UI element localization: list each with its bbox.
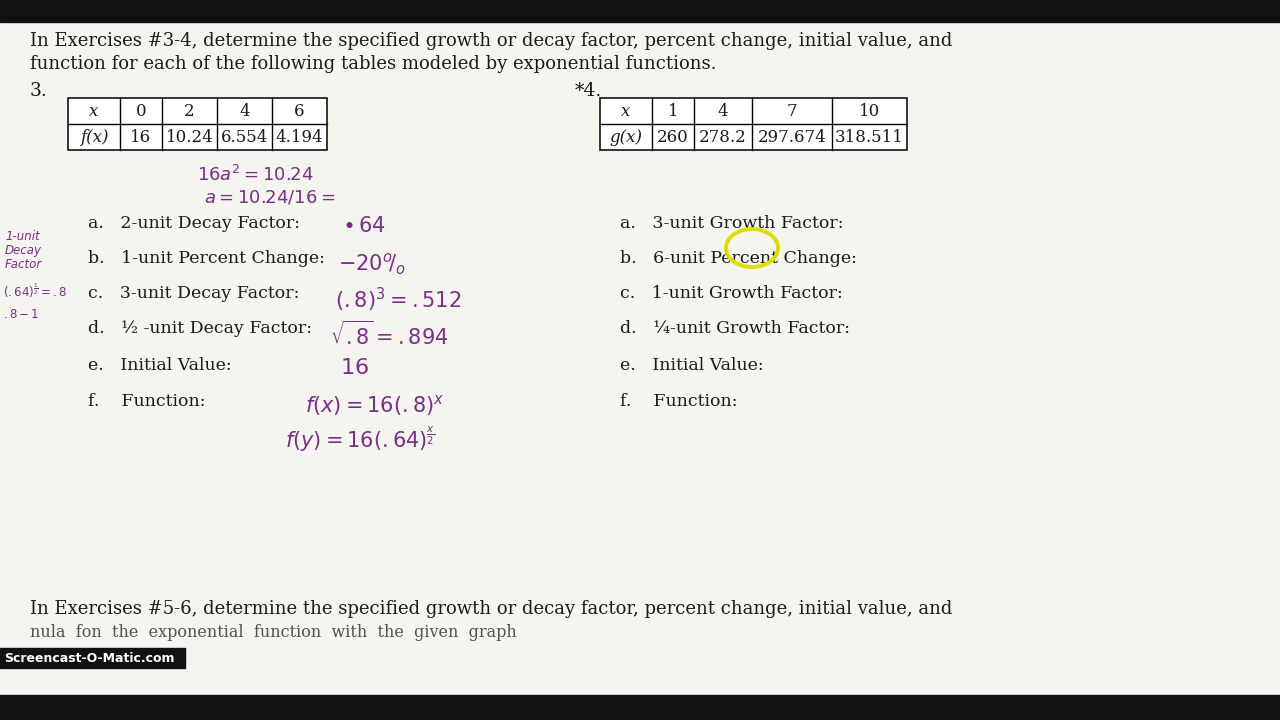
Text: In Exercises #5-6, determine the specified growth or decay factor, percent chang: In Exercises #5-6, determine the specifi… [29, 600, 952, 618]
Text: nula  fon  the  exponential  function  with  the  given  graph: nula fon the exponential function with t… [29, 624, 517, 641]
Text: f.    Function:: f. Function: [620, 393, 737, 410]
Text: e.   Initial Value:: e. Initial Value: [88, 357, 232, 374]
Text: f.    Function:: f. Function: [88, 393, 206, 410]
Bar [600, 98, 908, 150]
Text: 4: 4 [718, 102, 728, 120]
Text: f(x): f(x) [79, 128, 109, 145]
Text: $\bullet\,64$: $\bullet\,64$ [342, 216, 385, 236]
Text: 10.24: 10.24 [165, 128, 214, 145]
Text: 7: 7 [787, 102, 797, 120]
Text: c.   1-unit Growth Factor:: c. 1-unit Growth Factor: [620, 285, 842, 302]
Text: $a = 10.24/16 =$: $a = 10.24/16 =$ [205, 188, 335, 206]
Text: 16: 16 [131, 128, 151, 145]
Text: 297.674: 297.674 [758, 128, 827, 145]
Bar [0, 695, 1280, 720]
Text: 4: 4 [239, 102, 250, 120]
Text: x: x [90, 102, 99, 120]
Text: In Exercises #3-4, determine the specified growth or decay factor, percent chang: In Exercises #3-4, determine the specifi… [29, 32, 952, 50]
Text: 3.: 3. [29, 82, 47, 100]
Text: Screencast-O-Matic.com: Screencast-O-Matic.com [4, 652, 174, 665]
Text: 318.511: 318.511 [835, 128, 904, 145]
Text: $\sqrt{.8} = .894$: $\sqrt{.8} = .894$ [330, 321, 448, 349]
Text: g(x): g(x) [609, 128, 643, 145]
Text: $16a^2=10.24$: $16a^2=10.24$ [197, 165, 314, 185]
Text: x: x [621, 102, 631, 120]
Bar [68, 98, 326, 150]
Text: $(.8)^3 = .512$: $(.8)^3 = .512$ [335, 286, 461, 314]
Text: 10: 10 [859, 102, 881, 120]
Text: $-20^o\!/_o$: $-20^o\!/_o$ [338, 251, 406, 276]
Text: d.   ¼-unit Growth Factor:: d. ¼-unit Growth Factor: [620, 320, 850, 337]
Text: Factor: Factor [5, 258, 42, 271]
Text: $(.64)^{\frac{1}{2}}=.8$: $(.64)^{\frac{1}{2}}=.8$ [3, 282, 68, 300]
Text: 2: 2 [184, 102, 195, 120]
Text: a.   2-unit Decay Factor:: a. 2-unit Decay Factor: [88, 215, 300, 232]
Text: $16$: $16$ [340, 358, 369, 378]
Text: 278.2: 278.2 [699, 128, 746, 145]
Bar [0, 0, 1280, 22]
Text: 6: 6 [294, 102, 305, 120]
Text: *4.: *4. [575, 82, 603, 100]
Text: $.8-1$: $.8-1$ [3, 308, 40, 321]
Text: 0: 0 [136, 102, 146, 120]
Text: e.   Initial Value:: e. Initial Value: [620, 357, 764, 374]
Text: $f(x)=16(.8)^x$: $f(x)=16(.8)^x$ [305, 393, 444, 418]
Text: 1: 1 [668, 102, 678, 120]
Bar [0, 648, 186, 668]
Text: 6.554: 6.554 [221, 128, 269, 145]
Text: 260: 260 [657, 128, 689, 145]
Text: function for each of the following tables modeled by exponential functions.: function for each of the following table… [29, 55, 717, 73]
Text: Decay: Decay [5, 244, 42, 257]
Text: 1-unit: 1-unit [5, 230, 40, 243]
Text: d.   ½ -unit Decay Factor:: d. ½ -unit Decay Factor: [88, 320, 312, 337]
Text: $f(y)=16(.64)^{\frac{x}{2}}$: $f(y)=16(.64)^{\frac{x}{2}}$ [285, 425, 435, 454]
Text: 4.194: 4.194 [275, 128, 324, 145]
Text: b.   6-unit Percent Change:: b. 6-unit Percent Change: [620, 250, 856, 267]
Text: c.   3-unit Decay Factor:: c. 3-unit Decay Factor: [88, 285, 300, 302]
Text: b.   1-unit Percent Change:: b. 1-unit Percent Change: [88, 250, 325, 267]
Text: a.   3-unit Growth Factor:: a. 3-unit Growth Factor: [620, 215, 844, 232]
